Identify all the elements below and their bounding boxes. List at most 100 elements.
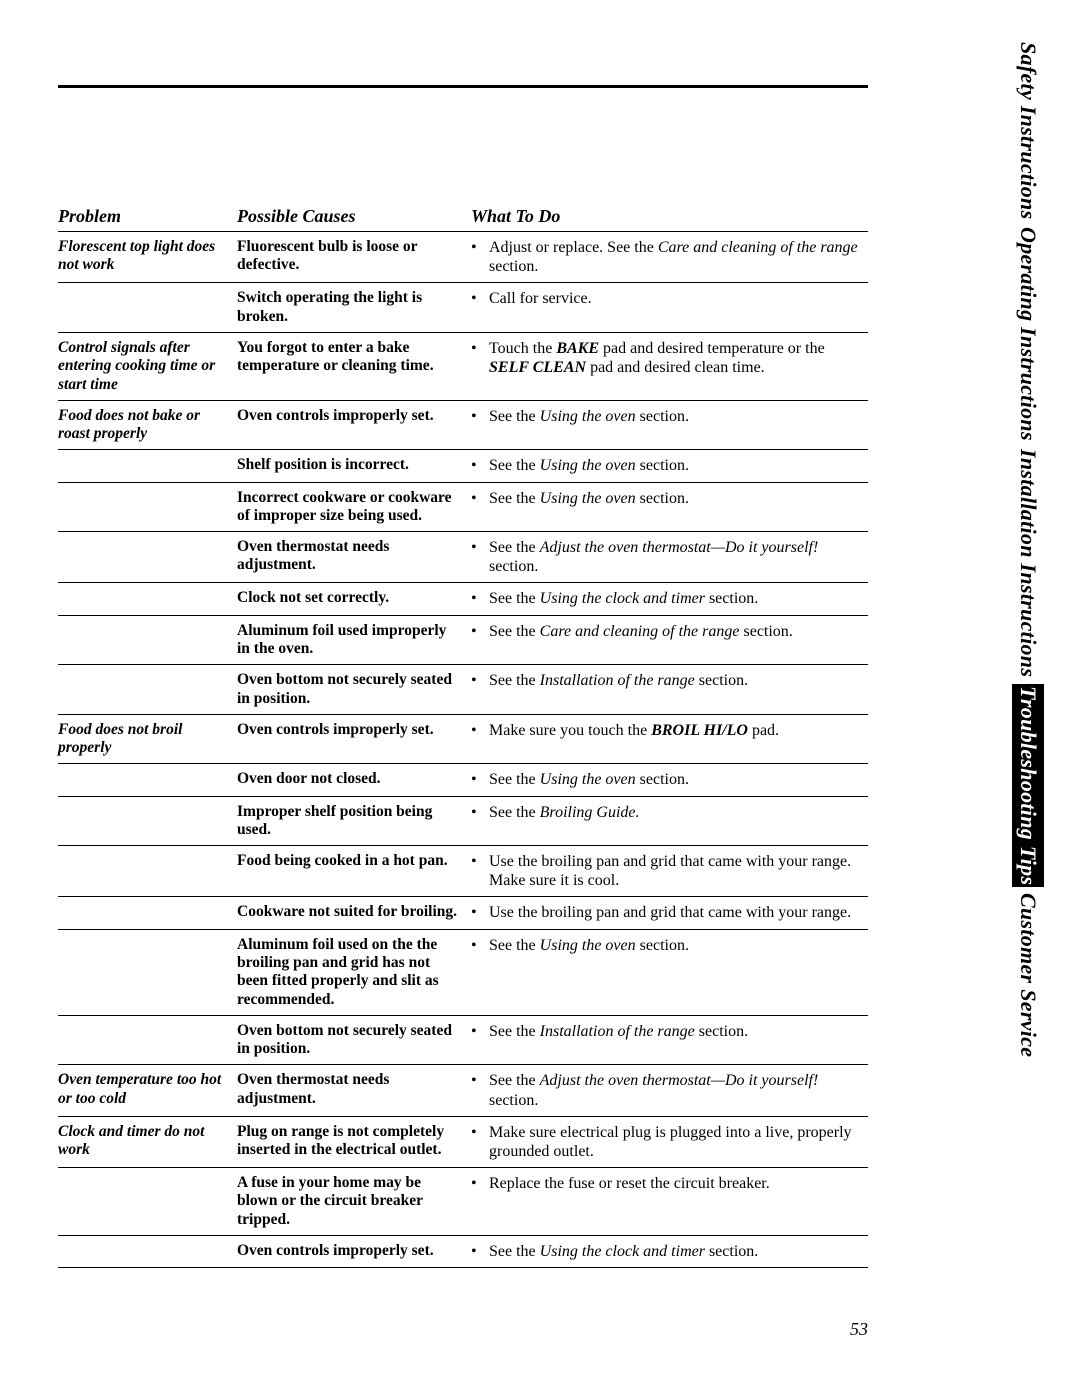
what-cell: •See the Using the oven section. [471, 489, 868, 526]
cause-cell: Incorrect cookware or cookware of improp… [237, 489, 471, 526]
what-text: See the Using the oven section. [489, 770, 868, 789]
bullet-dot: • [471, 489, 489, 508]
table-body: Florescent top light does not workFluore… [58, 232, 868, 1268]
page-number: 53 [58, 1319, 868, 1340]
what-text: Make sure you touch the BROIL HI/LO pad. [489, 721, 868, 740]
problem-cell: Florescent top light does not work [58, 238, 237, 276]
table-section: Clock and timer do not workPlug on range… [58, 1117, 868, 1268]
what-cell: •Make sure electrical plug is plugged in… [471, 1123, 868, 1161]
table-row: Food being cooked in a hot pan.•Use the … [58, 846, 868, 897]
bullet-dot: • [471, 1242, 489, 1261]
what-text: See the Using the oven section. [489, 936, 868, 955]
side-tab[interactable]: Customer Service [1012, 891, 1044, 1059]
bullet-dot: • [471, 622, 489, 641]
what-cell: •See the Using the oven section. [471, 936, 868, 1009]
problem-cell [58, 903, 237, 922]
what-text: Touch the BAKE pad and desired temperatu… [489, 339, 868, 377]
what-text: See the Using the oven section. [489, 456, 868, 475]
table-row: Oven controls improperly set.•See the Us… [58, 1236, 868, 1267]
cause-cell: Oven thermostat needs adjustment. [237, 538, 471, 576]
problem-cell [58, 289, 237, 326]
problem-cell [58, 1022, 237, 1059]
table-row: Improper shelf position being used.•See … [58, 797, 868, 847]
problem-cell [58, 803, 237, 840]
problem-cell: Oven temperature too hot or too cold [58, 1071, 237, 1109]
what-cell: •See the Using the oven section. [471, 407, 868, 444]
what-cell: •See the Broiling Guide. [471, 803, 868, 840]
cause-cell: Clock not set correctly. [237, 589, 471, 608]
header-what: What To Do [471, 206, 868, 227]
problem-cell [58, 852, 237, 890]
bullet-dot: • [471, 456, 489, 475]
problem-cell [58, 622, 237, 659]
cause-cell: Oven controls improperly set. [237, 721, 471, 758]
problem-cell [58, 1242, 237, 1261]
table-row: Control signals after entering cooking t… [58, 333, 868, 400]
what-text: See the Broiling Guide. [489, 803, 868, 822]
bullet-dot: • [471, 289, 489, 308]
table-row: A fuse in your home may be blown or the … [58, 1168, 868, 1236]
table-section: Control signals after entering cooking t… [58, 333, 868, 401]
cause-cell: Oven door not closed. [237, 770, 471, 789]
cause-cell: Plug on range is not completely inserted… [237, 1123, 471, 1161]
what-cell: •See the Care and cleaning of the range … [471, 622, 868, 659]
what-text: See the Adjust the oven thermostat—Do it… [489, 538, 868, 576]
bullet-dot: • [471, 538, 489, 576]
what-cell: •Touch the BAKE pad and desired temperat… [471, 339, 868, 394]
bullet-dot: • [471, 852, 489, 890]
what-cell: •See the Installation of the range secti… [471, 1022, 868, 1059]
bullet-dot: • [471, 1123, 489, 1161]
cause-cell: Cookware not suited for broiling. [237, 903, 471, 922]
bullet-dot: • [471, 339, 489, 377]
cause-cell: Shelf position is incorrect. [237, 456, 471, 475]
troubleshooting-page: Problem Possible Causes What To Do Flore… [58, 85, 868, 1268]
cause-cell: Switch operating the light is broken. [237, 289, 471, 326]
problem-cell [58, 671, 237, 708]
header-problem: Problem [58, 206, 237, 227]
table-section: Food does not broil properlyOven control… [58, 715, 868, 1066]
what-text: See the Using the clock and timer sectio… [489, 589, 868, 608]
what-text: See the Care and cleaning of the range s… [489, 622, 868, 641]
problem-cell: Food does not broil properly [58, 721, 237, 758]
side-tab[interactable]: Installation Instructions [1012, 447, 1044, 679]
problem-cell: Food does not bake or roast properly [58, 407, 237, 444]
what-text: Make sure electrical plug is plugged int… [489, 1123, 868, 1161]
cause-cell: Oven controls improperly set. [237, 407, 471, 444]
cause-cell: Aluminum foil used improperly in the ove… [237, 622, 471, 659]
what-text: Use the broiling pan and grid that came … [489, 903, 868, 922]
table-row: Cookware not suited for broiling.•Use th… [58, 897, 868, 929]
what-text: See the Using the clock and timer sectio… [489, 1242, 868, 1261]
what-cell: •See the Adjust the oven thermostat—Do i… [471, 538, 868, 576]
cause-cell: Oven controls improperly set. [237, 1242, 471, 1261]
bullet-dot: • [471, 1174, 489, 1193]
table-row: Oven thermostat needs adjustment.•See th… [58, 532, 868, 583]
side-tab[interactable]: Troubleshooting Tips [1012, 684, 1044, 887]
what-text: See the Adjust the oven thermostat—Do it… [489, 1071, 868, 1109]
what-cell: •See the Adjust the oven thermostat—Do i… [471, 1071, 868, 1109]
what-cell: •See the Using the oven section. [471, 770, 868, 789]
table-row: Food does not bake or roast properlyOven… [58, 401, 868, 451]
what-cell: •Use the broiling pan and grid that came… [471, 852, 868, 890]
table-row: Food does not broil properlyOven control… [58, 715, 868, 765]
what-cell: •See the Using the clock and timer secti… [471, 1242, 868, 1261]
side-tab[interactable]: Operating Instructions [1012, 225, 1044, 443]
bullet-dot: • [471, 589, 489, 608]
cause-cell: Improper shelf position being used. [237, 803, 471, 840]
cause-cell: Food being cooked in a hot pan. [237, 852, 471, 890]
cause-cell: Oven thermostat needs adjustment. [237, 1071, 471, 1109]
side-tabs: Safety Instructions Operating Instruction… [1012, 40, 1044, 1063]
table-section: Oven temperature too hot or too coldOven… [58, 1065, 868, 1116]
table-section: Food does not bake or roast properlyOven… [58, 401, 868, 715]
what-text: See the Installation of the range sectio… [489, 671, 868, 690]
what-cell: •Make sure you touch the BROIL HI/LO pad… [471, 721, 868, 758]
side-tab[interactable]: Safety Instructions [1012, 40, 1044, 221]
table-header-row: Problem Possible Causes What To Do [58, 206, 868, 232]
table-row: Oven door not closed.•See the Using the … [58, 764, 868, 796]
what-cell: •Call for service. [471, 289, 868, 326]
bullet-dot: • [471, 407, 489, 426]
what-text: Adjust or replace. See the Care and clea… [489, 238, 868, 276]
header-causes: Possible Causes [237, 206, 471, 227]
table-row: Aluminum foil used improperly in the ove… [58, 616, 868, 666]
cause-cell: Oven bottom not securely seated in posit… [237, 671, 471, 708]
table-row: Clock and timer do not workPlug on range… [58, 1117, 868, 1168]
